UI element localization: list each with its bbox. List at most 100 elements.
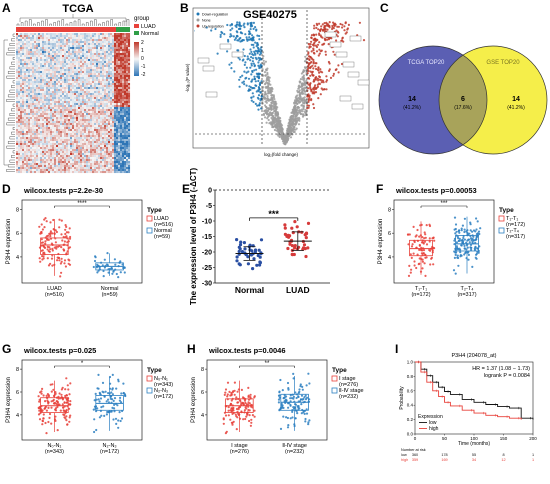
heatmap-cell: [30, 149, 33, 152]
heatmap-cell: [46, 79, 49, 82]
heatmap-cell: [116, 151, 119, 154]
heatmap-cell: [92, 127, 95, 130]
volcano-point: [303, 60, 307, 63]
heatmap-cell: [110, 53, 113, 56]
volcano-point: [264, 116, 267, 119]
heatmap-cell: [24, 41, 27, 44]
heatmap-cell: [56, 133, 59, 136]
heatmap-cell: [86, 151, 89, 154]
heatmap-cell: [42, 111, 45, 114]
heatmap-cell: [22, 137, 25, 140]
volcano-point: [313, 24, 316, 27]
heatmap-cell: [68, 143, 71, 146]
heatmap-cell: [62, 165, 65, 168]
heatmap-cell: [60, 97, 63, 100]
heatmap-cell: [102, 57, 105, 60]
heatmap-cell: [34, 63, 37, 66]
heatmap-cell: [106, 55, 109, 58]
heatmap-cell: [126, 87, 129, 90]
heatmap-cell: [112, 133, 115, 136]
heatmap-cell: [48, 45, 51, 48]
heatmap-cell: [82, 165, 85, 168]
heatmap-cell: [84, 103, 87, 106]
heatmap-cell: [58, 57, 61, 60]
heatmap-cell: [68, 103, 71, 106]
group-bar-normal: [116, 27, 130, 32]
heatmap-cell: [30, 131, 33, 134]
heatmap-cell: [36, 83, 39, 86]
heatmap-cell: [114, 105, 117, 108]
heatmap-cell: [120, 135, 123, 138]
heatmap-cell: [100, 73, 103, 76]
heatmap-cell: [42, 61, 45, 64]
heatmap-cell: [90, 33, 93, 36]
heatmap-cell: [38, 69, 41, 72]
heatmap-cell: [90, 115, 93, 118]
heatmap-cell: [124, 99, 127, 102]
heatmap-cell: [88, 91, 91, 94]
heatmap-cell: [36, 117, 39, 120]
heatmap-cell: [28, 83, 31, 86]
heatmap-cell: [118, 139, 121, 142]
heatmap-cell: [86, 33, 89, 36]
heatmap-cell: [28, 137, 31, 140]
heatmap-cell: [36, 169, 39, 172]
heatmap-cell: [36, 47, 39, 50]
heatmap-cell: [76, 67, 79, 70]
heatmap-cell: [18, 39, 21, 42]
heatmap-cell: [16, 103, 19, 106]
heatmap-cell: [46, 149, 49, 152]
heatmap-cell: [74, 157, 77, 160]
heatmap-cell: [78, 145, 81, 148]
heatmap-cell: [40, 45, 43, 48]
heatmap-cell: [118, 143, 121, 146]
heatmap-cell: [80, 77, 83, 80]
heatmap-cell: [28, 99, 31, 102]
heatmap-cell: [126, 149, 129, 152]
heatmap-cell: [48, 141, 51, 144]
heatmap-cell: [48, 87, 51, 90]
heatmap-cell: [122, 65, 125, 68]
heatmap-cell: [38, 101, 41, 104]
heatmap-cell: [68, 111, 71, 114]
heatmap-cell: [106, 127, 109, 130]
heatmap-cell: [28, 165, 31, 168]
heatmap-cell: [126, 71, 129, 74]
heatmap-cell: [84, 155, 87, 158]
heatmap-cell: [88, 143, 91, 146]
heatmap-cell: [74, 71, 77, 74]
heatmap-cell: [68, 67, 71, 70]
heatmap-cell: [100, 129, 103, 132]
heatmap-cell: [104, 85, 107, 88]
heatmap-cell: [46, 121, 49, 124]
heatmap-cell: [78, 123, 81, 126]
heatmap-cell: [22, 51, 25, 54]
heatmap-cell: [46, 43, 49, 46]
heatmap-cell: [44, 83, 47, 86]
heatmap-cell: [104, 99, 107, 102]
heatmap-cell: [96, 77, 99, 80]
heatmap-cell: [108, 49, 111, 52]
heatmap-cell: [116, 75, 119, 78]
heatmap-cell: [106, 79, 109, 82]
heatmap-cell: [16, 89, 19, 92]
heatmap-cell: [62, 167, 65, 170]
heatmap-cell: [70, 45, 73, 48]
heatmap-cell: [86, 85, 89, 88]
heatmap-cell: [112, 73, 115, 76]
heatmap-cell: [70, 87, 73, 90]
heatmap-cell: [60, 127, 63, 130]
heatmap-cell: [100, 149, 103, 152]
heatmap-cell: [98, 41, 101, 44]
heatmap-cell: [62, 71, 65, 74]
heatmap-cell: [108, 65, 111, 68]
heatmap-cell: [120, 43, 123, 46]
heatmap-cell: [104, 109, 107, 112]
heatmap-cell: [52, 123, 55, 126]
heatmap-cell: [98, 57, 101, 60]
heatmap-cell: [48, 131, 51, 134]
heatmap-cell: [128, 103, 131, 106]
heatmap-cell: [56, 107, 59, 110]
heatmap-cell: [52, 49, 55, 52]
heatmap-cell: [60, 131, 63, 134]
